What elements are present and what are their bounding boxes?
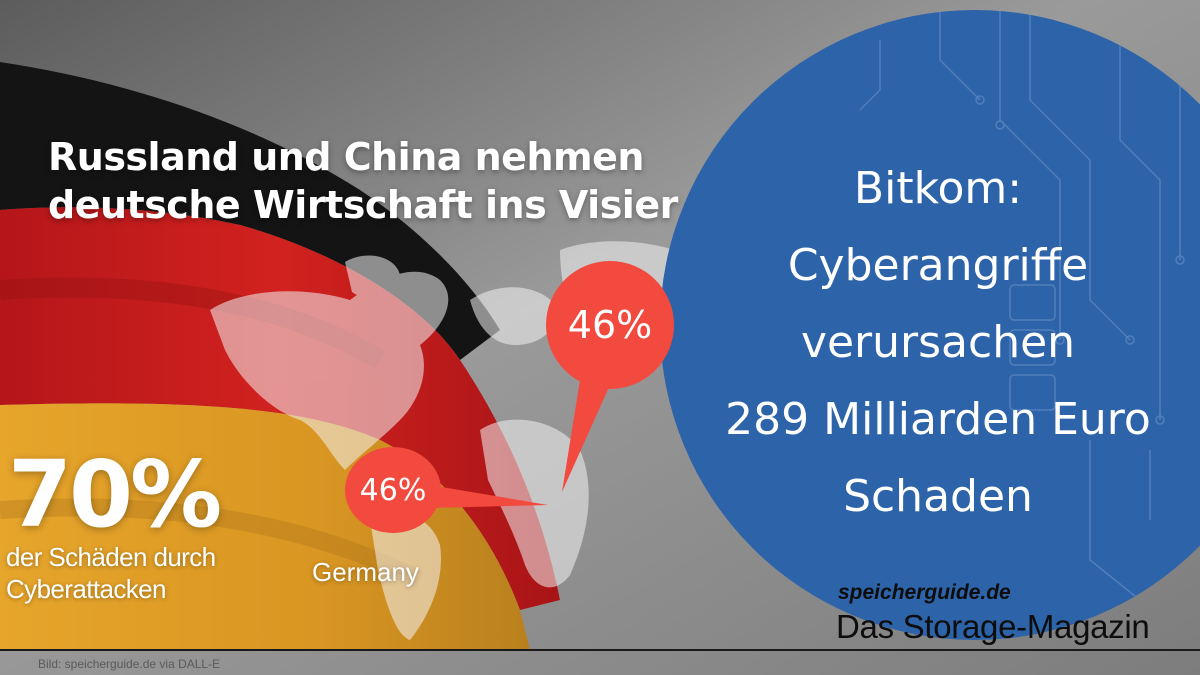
brand-url: speicherguide.de [838,581,1011,604]
bubble-small-value: 46% [359,473,427,508]
panel-line-4: 289 Milliarden Euro [725,394,1151,445]
greenland-shape [345,255,400,299]
flag-black-stripe [0,62,500,360]
bubble-small [345,447,548,533]
image-credit: Bild: speicherguide.de via DALL-E [38,657,221,671]
bubble-big [546,261,674,492]
north-america-shape [210,271,449,470]
headline-line-1: Russland und China nehmen [48,135,644,179]
bubble-big-value: 46% [567,303,653,347]
panel-line-3: verursachen [800,317,1076,368]
stat-caption-line-2: Cyberattacken [6,574,166,604]
panel-line-2: Cyberangriffe [787,240,1089,291]
blue-circle-panel [660,10,1200,640]
stat-caption: der Schäden durch Cyberattacken [6,541,246,605]
panel-line-5: Schaden [843,471,1033,522]
stat-value: 70% [8,441,222,548]
map-label-germany: Germany [312,557,419,587]
panel-headline: Bitkom: Cyberangriffe verursachen 289 Mi… [688,150,1188,535]
headline-line-2: deutsche Wirtschaft ins Visier [48,183,678,227]
panel-line-1: Bitkom: [853,163,1023,214]
south-america-shape [370,513,441,640]
headline: Russland und China nehmen deutsche Wirts… [48,133,688,229]
footer-divider [0,649,1200,651]
brand-tagline: Das Storage-Magazin [836,608,1150,645]
stat-caption-line-1: der Schäden durch [6,542,216,572]
europe-shape [470,287,556,345]
